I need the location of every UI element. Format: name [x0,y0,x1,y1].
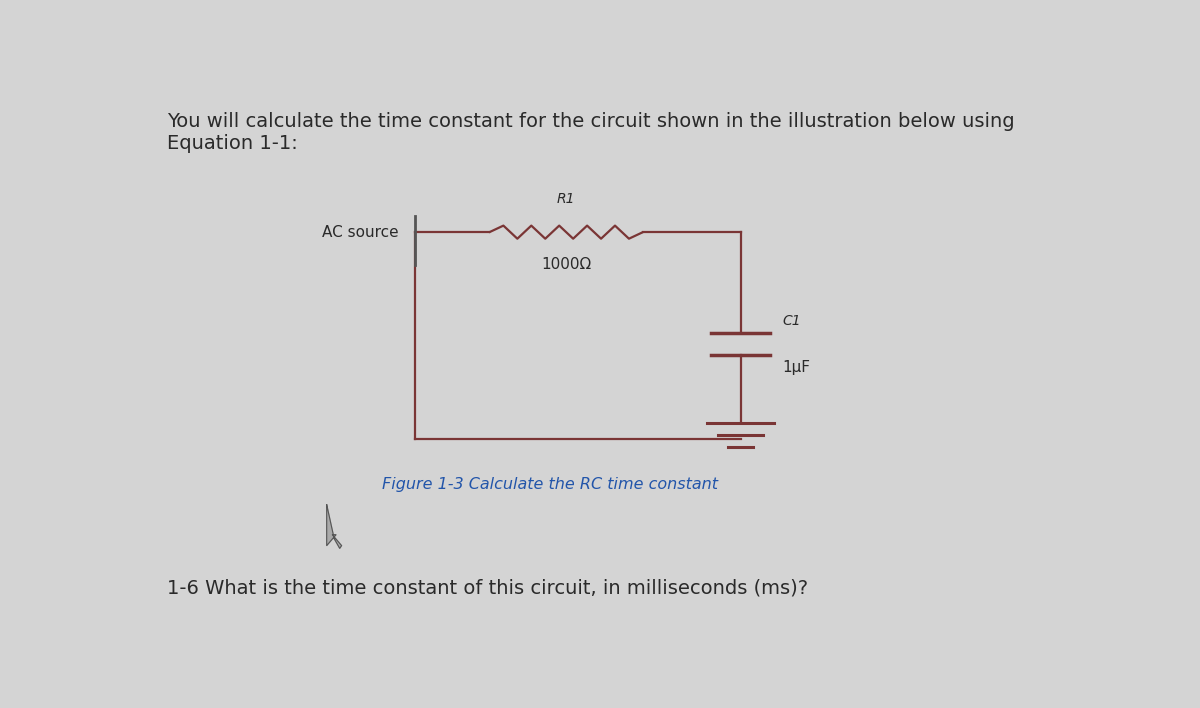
Text: You will calculate the time constant for the circuit shown in the illustration b: You will calculate the time constant for… [167,113,1014,153]
Text: 1-6 What is the time constant of this circuit, in milliseconds (ms)?: 1-6 What is the time constant of this ci… [167,578,808,598]
Text: AC source: AC source [322,224,398,239]
Polygon shape [326,505,342,548]
Text: Figure 1-3 Calculate the RC time constant: Figure 1-3 Calculate the RC time constan… [382,477,718,493]
Text: R1: R1 [557,192,576,206]
Text: 1000Ω: 1000Ω [541,257,592,272]
Text: 1μF: 1μF [782,360,810,375]
Text: C1: C1 [782,314,802,328]
